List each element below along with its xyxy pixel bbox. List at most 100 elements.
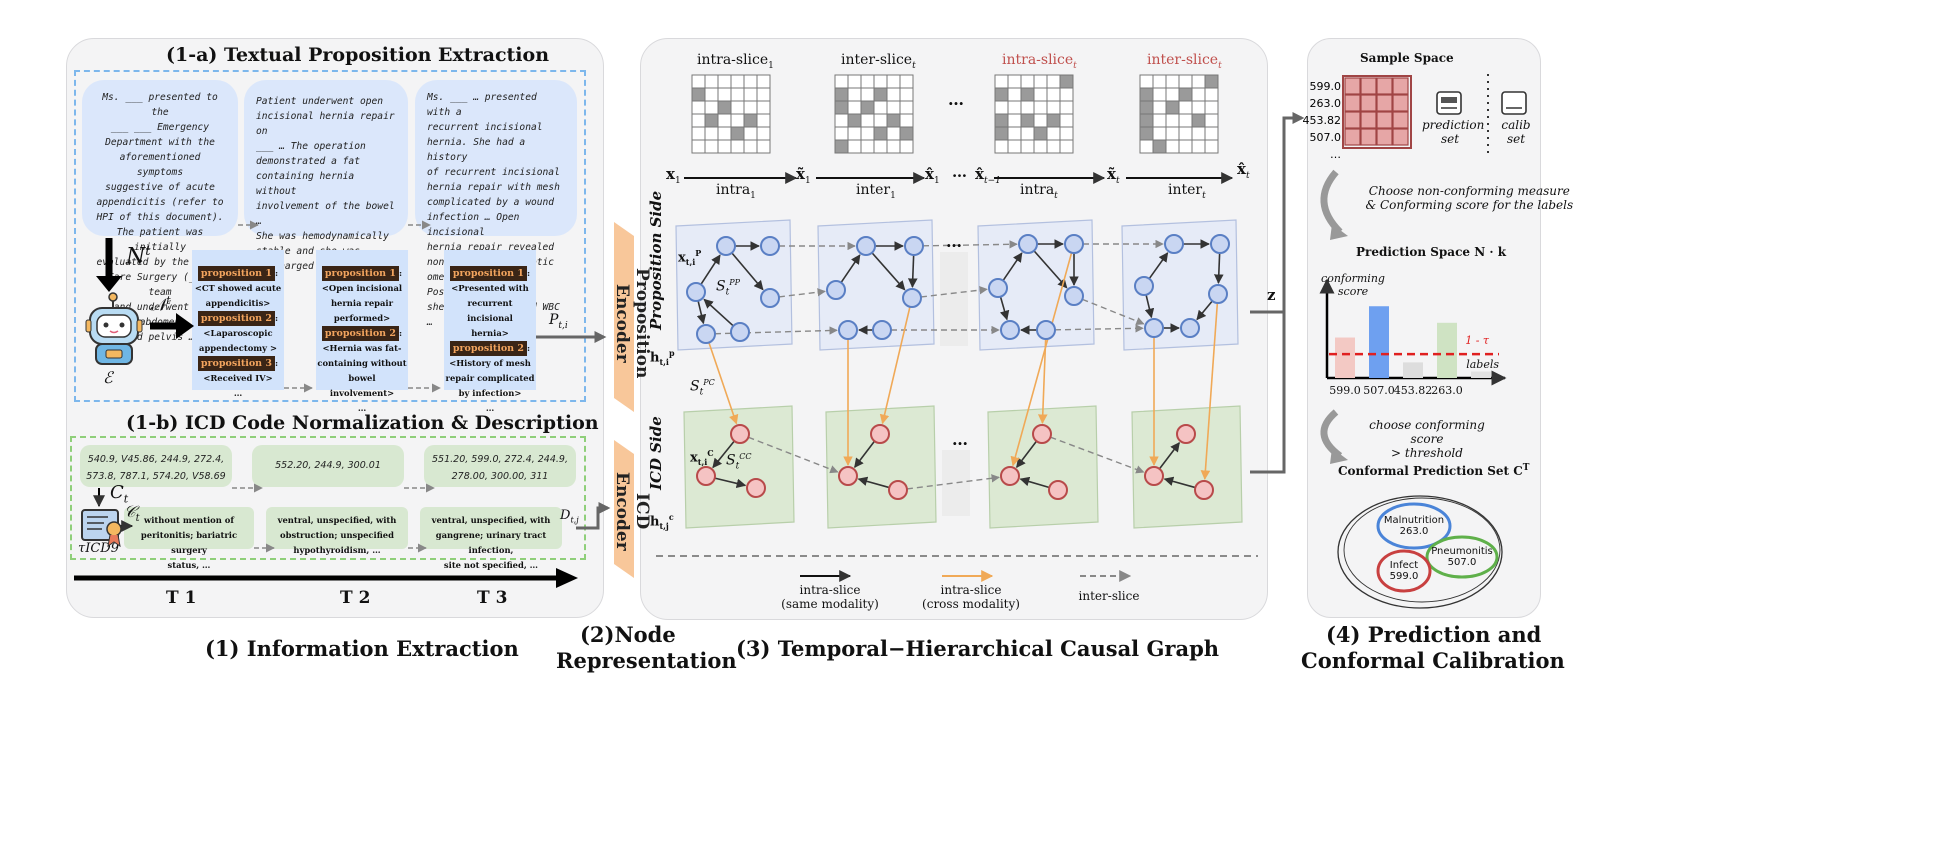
adjacency-cell	[834, 139, 849, 154]
adjacency-cell	[717, 139, 732, 154]
adjacency-cell	[1007, 100, 1022, 115]
adjacency-cell	[994, 100, 1009, 115]
icd-description-box-1: without mention of peritonitis; bariatri…	[124, 507, 254, 570]
adjacency-cell	[860, 74, 875, 89]
s-cc-label: StCC	[726, 452, 752, 472]
inter-slice-edge	[748, 436, 839, 474]
proposition-side-label: Proposition Side	[647, 190, 665, 330]
adjacency-cell	[1033, 74, 1048, 89]
adjacency-cell	[834, 74, 849, 89]
bar-453.82	[1403, 362, 1423, 378]
sample-space-cell	[1376, 111, 1393, 129]
intra-slice-edge	[854, 440, 876, 469]
adjacency-cell	[743, 126, 758, 141]
adjacency-cell	[730, 74, 745, 89]
adjacency-cell	[886, 113, 901, 128]
proposition-text: <Laparoscopic appendectomy >	[199, 328, 277, 353]
proposition-node	[838, 320, 858, 340]
adjacency-cell	[860, 87, 875, 102]
adjacency-cell	[1046, 74, 1061, 89]
adjacency-cell	[691, 139, 706, 154]
adjacency-cell	[1165, 87, 1180, 102]
robot-icon	[85, 292, 143, 365]
n-t-label: Nt	[126, 244, 151, 270]
adjacency-cell	[873, 74, 888, 89]
section-3-caption: (3) Temporal−Hierarchical Causal Graph	[736, 636, 1220, 661]
inter-slice-edge	[920, 285, 988, 298]
adjacency-cell	[873, 126, 888, 141]
h-p-label: ht,ip	[650, 348, 675, 367]
intra-slice-edge	[907, 254, 918, 288]
proposition-card-2: proposition 1: <Open incisional hernia r…	[316, 250, 408, 413]
inter-slice-edge	[778, 288, 826, 298]
adjacency-cell	[1059, 87, 1074, 102]
proposition-node	[1210, 234, 1230, 254]
prediction-space-title: Prediction Space N · k	[1356, 245, 1507, 259]
adjacency-cell	[1020, 126, 1035, 141]
conformal-label-infect: Infect 599.0	[1389, 560, 1419, 582]
adjacency-cell	[1020, 113, 1035, 128]
adjacency-cell	[1152, 139, 1167, 154]
intra-slice-edge	[857, 476, 890, 489]
adjacency-cell	[1020, 139, 1035, 154]
s-pc-label: StPC	[690, 378, 715, 398]
adjacency-cell	[860, 100, 875, 115]
proposition-text: <History of mesh repair complicated by i…	[445, 358, 535, 398]
proposition-node	[716, 236, 736, 256]
intra-slice-edge	[712, 440, 735, 469]
adjacency-cell	[1165, 139, 1180, 154]
threshold-label: 1 - τ	[1465, 334, 1490, 347]
adjacency-cell	[834, 126, 849, 141]
sample-space-cell	[1376, 128, 1393, 146]
x-p-label: xt,iP	[678, 248, 702, 267]
icd-code-box-2: 552.20, 244.9, 300.01	[252, 445, 404, 487]
adjacency-cell	[1178, 74, 1193, 89]
section-4-caption-line2: Conformal Calibration	[1301, 648, 1565, 673]
section-1a-title: (1-a) Textual Proposition Extraction	[166, 44, 550, 66]
adjacency-cell	[886, 126, 901, 141]
sample-row-label: …	[1330, 148, 1341, 161]
adjacency-cell	[1204, 139, 1219, 154]
adjacency-cell	[1152, 100, 1167, 115]
cal-n-t-label: 𝒩t	[150, 294, 171, 316]
adjacency-cell	[1178, 100, 1193, 115]
icd-node	[1194, 480, 1214, 500]
proposition-node	[1000, 320, 1020, 340]
icd-slice-box	[987, 405, 1099, 529]
icd-node	[1032, 424, 1052, 444]
panel1-arrows	[74, 220, 611, 588]
adjacency-cell	[1152, 126, 1167, 141]
sample-space-cell	[1392, 111, 1409, 129]
choose-threshold-text: choose conforming score > threshold	[1369, 418, 1485, 460]
adjacency-cell	[860, 113, 875, 128]
slice-title-2: inter-slicet	[841, 52, 916, 71]
adjacency-cell	[1033, 87, 1048, 102]
adjacency-cell	[1059, 113, 1074, 128]
adjacency-cell	[743, 87, 758, 102]
chain-xhat-t: x̂t	[1237, 160, 1250, 181]
conformal-outer-circle	[1343, 497, 1501, 603]
intra-slice-edge	[999, 296, 1010, 321]
chain-ellipsis: …	[952, 163, 967, 181]
sample-row-label: 453.82	[1302, 114, 1342, 127]
icd-slice-box	[683, 405, 795, 529]
adjacency-cell	[1139, 87, 1154, 102]
adjacency-cell	[1046, 139, 1061, 154]
icd-certificate-icon	[81, 509, 122, 548]
adjacency-cell	[1165, 113, 1180, 128]
proposition-label: proposition 3	[197, 356, 275, 371]
proposition-node	[760, 236, 780, 256]
intra-slice-edge	[1196, 300, 1213, 321]
adjacency-cell	[1191, 126, 1206, 141]
adjacency-cell	[1046, 113, 1061, 128]
section-2-caption-line1: (2)Node	[580, 622, 676, 647]
icd-description-box-2: ventral, unspecified, with obstruction; …	[266, 507, 408, 555]
icd-node	[838, 466, 858, 486]
adjacency-cell	[1204, 100, 1219, 115]
adjacency-cell	[1204, 74, 1219, 89]
inter-slice-edge	[1054, 324, 1144, 333]
icd-slice-box	[1131, 405, 1243, 529]
adjacency-cell	[873, 87, 888, 102]
adjacency-cell	[691, 113, 706, 128]
